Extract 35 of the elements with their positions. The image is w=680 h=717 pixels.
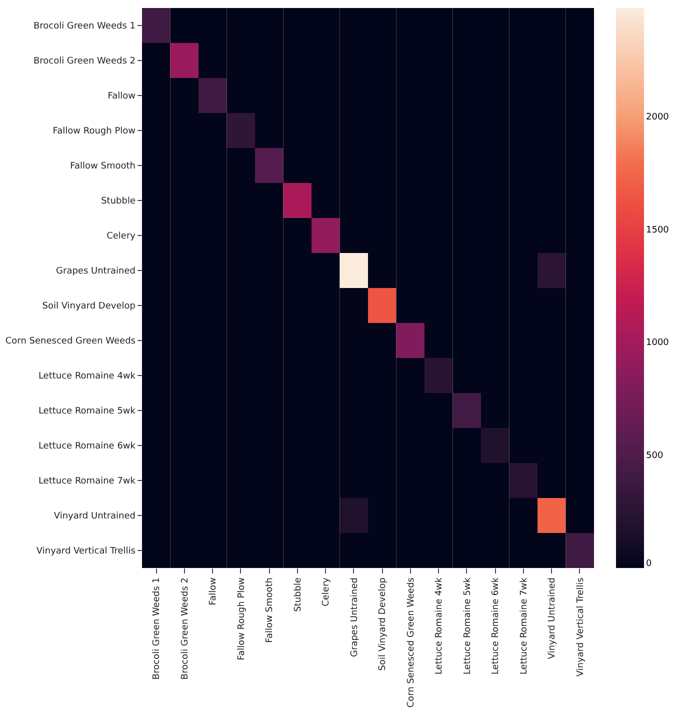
x-tick-label: Fallow — [208, 578, 219, 606]
x-tick-label: Lettuce Romaine 4wk — [434, 576, 445, 675]
y-tick-label: Fallow Smooth — [70, 162, 136, 172]
color-bar-label: 1000 — [646, 338, 670, 348]
y-tick-label: Celery — [106, 232, 136, 242]
x-tick-label: Lettuce Romaine 5wk — [462, 576, 473, 675]
y-tick-label: Grapes Untrained — [56, 266, 136, 276]
color-bar-label: 2000 — [646, 112, 670, 122]
y-tick-label: Soil Vinyard Develop — [42, 302, 136, 312]
x-tick-label: Lettuce Romaine 6wk — [491, 576, 502, 675]
y-tick-label: Corn Senesced Green Weeds — [5, 336, 136, 346]
color-bar-label: 0 — [646, 559, 652, 569]
y-tick-label: Stubble — [101, 196, 136, 206]
x-tick-label: Vinyard Untrained — [548, 578, 558, 660]
color-bar-label: 500 — [646, 451, 664, 462]
y-tick-label: Fallow Rough Plow — [52, 126, 136, 136]
y-tick-label: Brocoli Green Weeds 2 — [33, 56, 136, 66]
y-tick-label: Vinyard Untrained — [54, 512, 136, 522]
x-tick-label: Vinyard Vertical Trellis — [576, 577, 586, 677]
x-tick-label: Lettuce Romaine 7wk — [519, 576, 530, 675]
x-tick-label: Grapes Untrained — [350, 578, 360, 657]
x-tick-label: Celery — [322, 576, 332, 606]
x-tick-label: Corn Senesced Green Weeds — [406, 577, 416, 708]
x-tick-label: Fallow Smooth — [265, 578, 276, 643]
y-tick-label: Lettuce Romaine 5wk — [38, 406, 136, 416]
y-tick-label: Lettuce Romaine 7wk — [38, 476, 136, 486]
x-tick-label: Stubble — [293, 577, 304, 612]
y-tick-label: Lettuce Romaine 4wk — [38, 372, 136, 382]
color-bar-label: 1500 — [646, 225, 670, 236]
x-tick-label: Soil Vinyard Develop — [378, 577, 388, 671]
y-tick-label: Lettuce Romaine 6wk — [38, 442, 136, 452]
x-tick-label: Fallow Rough Plow — [236, 578, 247, 660]
y-tick-label: Fallow — [108, 92, 136, 102]
y-tick-label: Brocoli Green Weeds 1 — [33, 22, 136, 32]
y-tick-label: Vinyard Vertical Trellis — [36, 546, 136, 556]
